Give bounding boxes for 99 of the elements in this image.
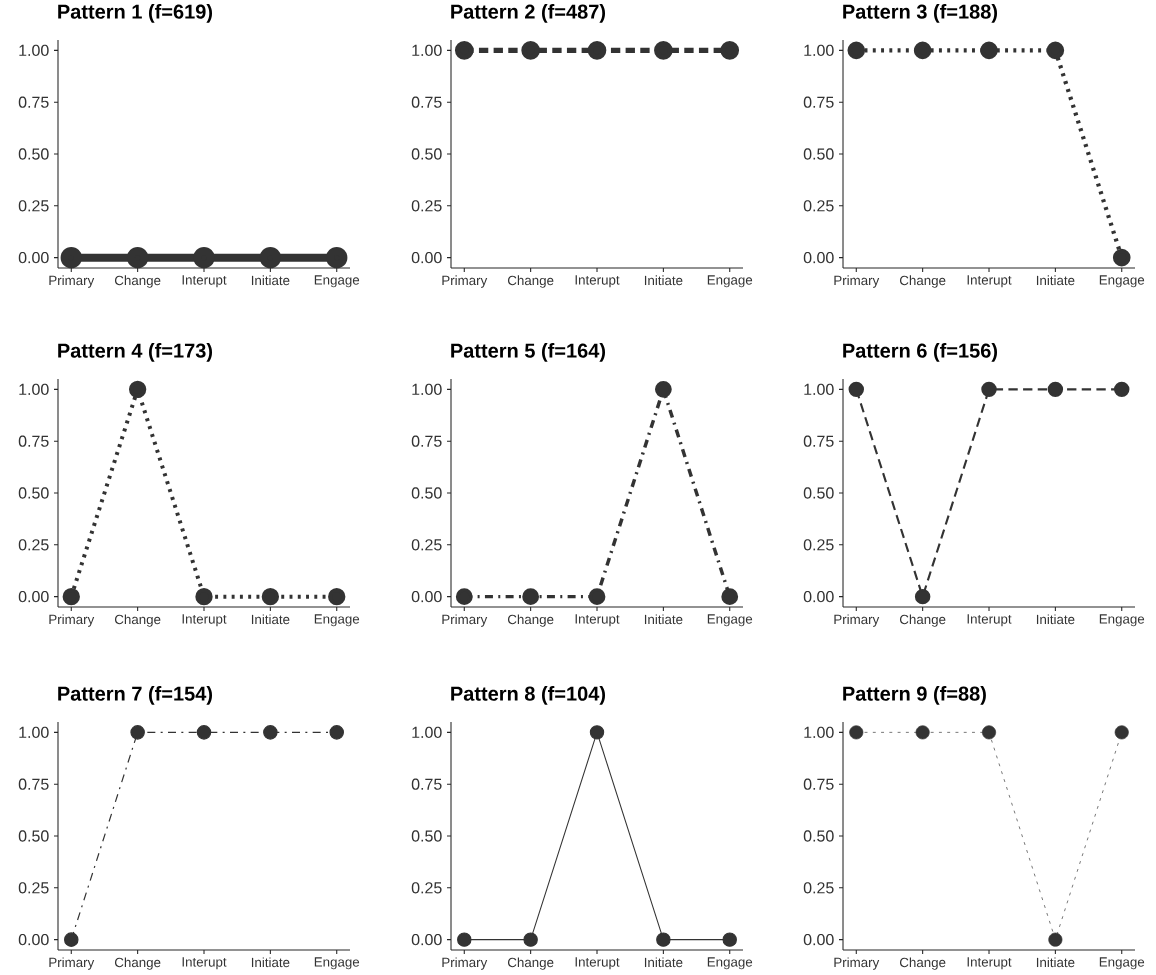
y-tick-label: 0.00 [18,590,49,603]
x-tick-label: Primary [49,614,95,627]
x-tick-label: Change [899,614,946,627]
y-tick-label: 1.00 [804,44,834,57]
x-tick-label: Engage [707,275,753,288]
x-tick-label: Engage [1099,275,1145,288]
y-tick-label: 0.25 [411,539,442,551]
x-tick-label: Initiate [1036,614,1075,625]
y-tick-label: 0.50 [18,830,49,842]
y-tick-label: 0.50 [803,487,834,499]
y-tick-label: 0.75 [18,96,49,108]
x-tick-label: Initiate [644,614,683,625]
y-tick-label: 0.25 [803,200,834,212]
x-tick-label: Initiate [251,614,290,625]
y-tick-label: 1.00 [19,726,49,739]
x-tick-label: Engage [1099,957,1145,970]
y-tick-label: 0.75 [411,778,442,790]
x-tick-label: Interupt [575,614,620,627]
x-tick-label: Change [507,614,554,627]
y-tick-label: 0.00 [411,590,442,603]
x-tick-label: Engage [707,614,753,627]
x-tick-label: Initiate [251,275,290,286]
x-tick-label: Initiate [1036,275,1075,286]
x-tick-label: Change [114,614,161,627]
y-tick-label: 0.50 [411,148,442,160]
y-tick-label: 0.75 [803,778,834,790]
y-tick-label: 0.00 [18,251,49,264]
y-tick-label: 0.75 [18,778,49,790]
y-tick-label: 1.00 [19,44,49,57]
x-tick-label: Interupt [967,614,1012,627]
y-tick-label: 0.00 [803,590,834,603]
chart-title: Pattern 3 (f=188) [843,4,998,23]
x-tick-label: Interupt [182,957,227,970]
x-tick-label: Engage [314,614,360,627]
y-tick-label: 0.75 [18,435,49,447]
x-tick-label: Interupt [967,275,1012,288]
y-tick-label: 0.25 [18,200,49,212]
x-tick-label: Change [899,275,946,288]
chart-title: Pattern 9 (f=88) [843,686,986,705]
y-tick-label: 0.75 [803,435,834,447]
x-tick-label: Primary [49,957,95,970]
y-tick-label: 1.00 [412,44,442,57]
x-tick-label: Engage [707,957,753,970]
x-tick-label: Interupt [575,957,620,970]
x-tick-label: Initiate [251,957,290,968]
chart-title: Pattern 6 (f=156) [843,343,998,362]
x-tick-label: Engage [314,275,360,288]
chart-title: Pattern 4 (f=173) [58,343,213,362]
x-tick-label: Primary [442,614,488,627]
y-tick-label: 0.75 [411,96,442,108]
x-tick-label: Primary [834,614,880,627]
y-tick-label: 0.50 [411,830,442,842]
x-tick-label: Initiate [644,275,683,286]
y-tick-label: 0.25 [18,539,49,551]
y-tick-label: 0.00 [411,933,442,946]
x-tick-label: Primary [834,275,880,288]
y-tick-label: 0.50 [18,487,49,499]
x-tick-label: Interupt [182,275,227,288]
chart-title: Pattern 8 (f=104) [451,686,606,705]
y-tick-label: 0.25 [411,200,442,212]
y-tick-label: 0.00 [803,933,834,946]
chart-title: Pattern 1 (f=619) [58,4,213,23]
x-tick-label: Interupt [575,275,620,288]
y-tick-label: 0.25 [803,882,834,894]
x-tick-label: Change [114,957,161,970]
x-tick-label: Change [507,275,554,288]
y-tick-label: 0.75 [803,96,834,108]
chart-title: Pattern 7 (f=154) [58,686,213,705]
y-tick-label: 0.00 [411,251,442,264]
x-tick-label: Change [899,957,946,970]
y-tick-label: 1.00 [412,383,442,396]
x-tick-label: Initiate [644,957,683,968]
x-tick-label: Primary [49,275,95,288]
y-tick-label: 0.00 [803,251,834,264]
y-tick-label: 1.00 [804,726,834,739]
x-tick-label: Primary [834,957,880,970]
y-tick-label: 1.00 [19,383,49,396]
y-tick-label: 0.50 [411,487,442,499]
x-tick-label: Change [114,275,161,288]
x-tick-label: Primary [442,275,488,288]
chart-title: Pattern 5 (f=164) [451,343,606,362]
y-tick-label: 1.00 [804,383,834,396]
y-tick-label: 0.50 [803,148,834,160]
y-tick-label: 0.00 [18,933,49,946]
x-tick-label: Engage [314,957,360,970]
y-tick-label: 0.25 [18,882,49,894]
y-tick-label: 0.25 [411,882,442,894]
y-tick-label: 0.75 [411,435,442,447]
y-tick-label: 1.00 [412,726,442,739]
y-tick-label: 0.50 [803,830,834,842]
x-tick-label: Interupt [967,957,1012,970]
y-tick-label: 0.50 [18,148,49,160]
x-tick-label: Engage [1099,614,1145,627]
x-tick-label: Interupt [182,614,227,627]
x-tick-label: Change [507,957,554,970]
y-tick-label: 0.25 [803,539,834,551]
chart-title: Pattern 2 (f=487) [451,4,606,23]
x-tick-label: Initiate [1036,957,1075,968]
x-tick-label: Primary [442,957,488,970]
